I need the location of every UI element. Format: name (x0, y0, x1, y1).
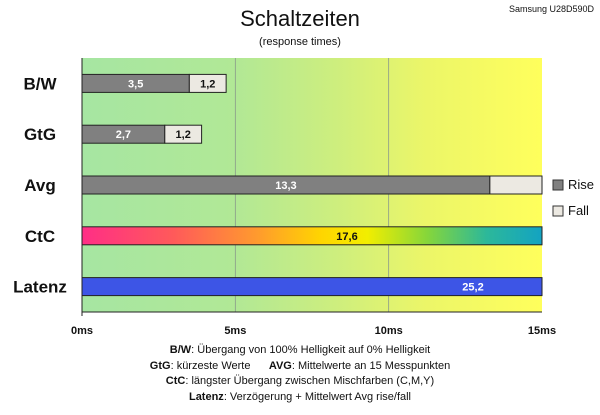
bar-fall (164, 124, 203, 144)
x-tick-label: 5ms (224, 325, 246, 337)
note-text: : kürzeste Werte (170, 359, 251, 372)
category-label: Latenz (13, 278, 67, 297)
data-label: 17,6 (336, 231, 357, 243)
category-label: Avg (24, 176, 56, 195)
chart-notes: B/W: Übergang von 100% Helligkeit auf 0%… (0, 343, 600, 405)
data-label: 13,3 (275, 180, 296, 192)
x-tick-label: 10ms (375, 325, 403, 337)
chart-subtitle: (response times) (259, 36, 341, 48)
note-line: GtG: kürzeste Werte AVG: Mittelwerte an … (0, 359, 600, 375)
data-label: 1,2 (200, 78, 215, 90)
category-label: CtC (25, 227, 55, 246)
data-label: 25,2 (462, 282, 483, 294)
bar-latenz (81, 277, 543, 297)
note-text: : Verzögerung + Mittelwert Avg rise/fall (223, 390, 412, 403)
note-text: : Übergang von 100% Helligkeit auf 0% He… (191, 344, 431, 356)
note-line: CtC: längster Übergang zwischen Mischfar… (0, 374, 600, 390)
monitor-model-label: Samsung U28D590D (508, 4, 594, 14)
category-label: GtG (24, 125, 56, 144)
note-key: B/W (169, 344, 192, 356)
bar-fall (489, 175, 543, 195)
bar-ctc (81, 226, 543, 246)
legend-swatch-fall (552, 205, 564, 217)
note-line: B/W: Übergang von 100% Helligkeit auf 0%… (0, 343, 600, 359)
x-tick-label: 15ms (528, 325, 556, 337)
category-label: B/W (23, 74, 57, 93)
data-label: 1,2 (176, 129, 191, 141)
data-label: 2,7 (116, 129, 131, 141)
note-text: : Mittelwerte an 15 Messpunkten (291, 359, 451, 372)
bar-fall (188, 73, 227, 93)
x-tick-label: 0ms (71, 325, 93, 337)
note-key: AVG (268, 359, 292, 372)
data-label: 3,5 (128, 78, 143, 90)
legend-label-fall: Fall (568, 203, 589, 218)
legend-label-rise: Rise (568, 177, 594, 192)
note-text: : längster Übergang zwischen Mischfarben… (185, 375, 435, 387)
response-time-chart: 0ms 5ms 10ms 15ms B/W 3,5 1,2 GtG 2,7 1,2 Avg 13,3 C… (13, 58, 594, 337)
note-key: GtG (149, 359, 171, 372)
chart-title: Schaltzeiten (240, 6, 360, 31)
note-key: CtC (165, 375, 186, 387)
note-line: Latenz: Verzögerung + Mittelwert Avg ris… (0, 390, 600, 406)
note-key: Latenz (188, 390, 224, 403)
legend-swatch-rise (552, 179, 564, 191)
